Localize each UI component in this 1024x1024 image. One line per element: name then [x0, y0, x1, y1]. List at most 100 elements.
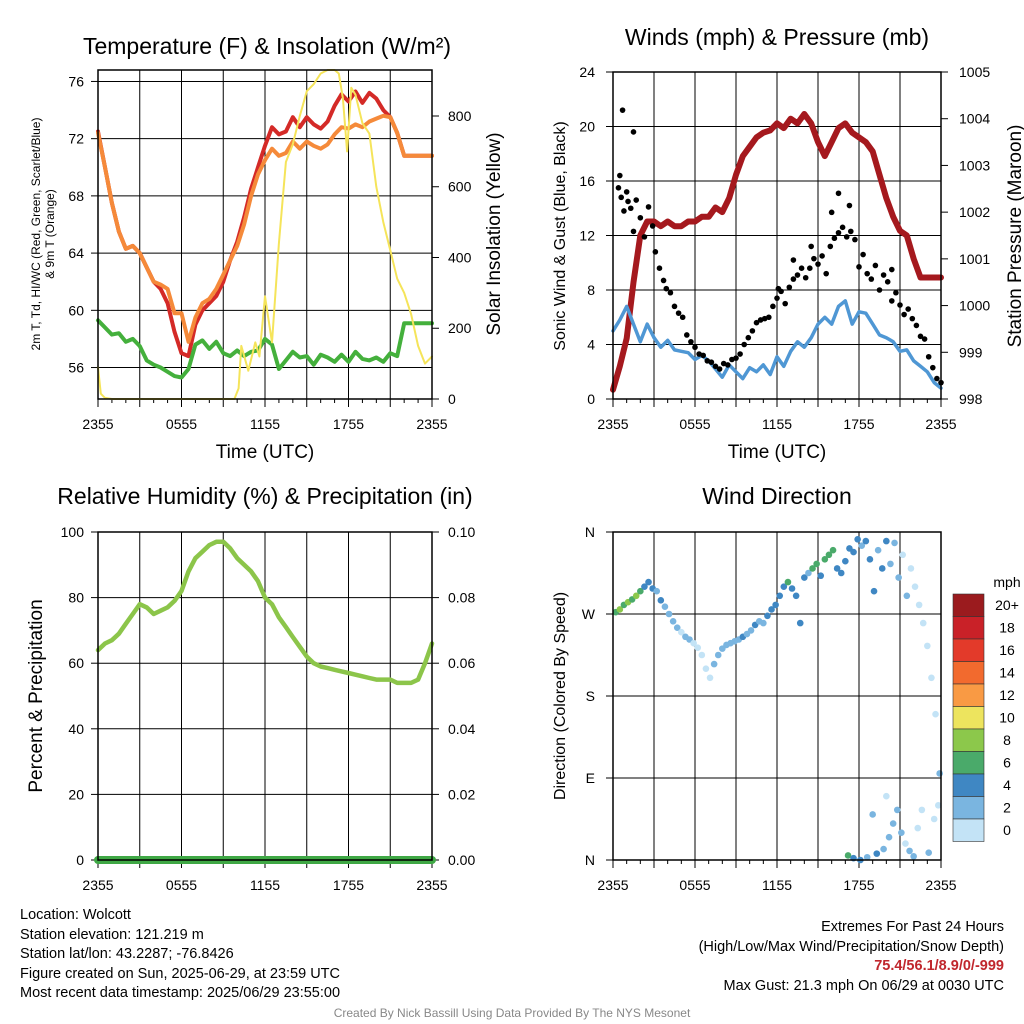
x-tick-label: 2355 [82, 877, 113, 893]
y-tick-label: 76 [68, 73, 84, 89]
gust-point [656, 265, 663, 272]
chart-title: Relative Humidity (%) & Precipitation (i… [57, 483, 472, 509]
y-tick-label: 4 [587, 337, 595, 353]
y-tick-label: 0 [587, 391, 595, 407]
created-text: Figure created on Sun, 2025-06-29, at 23… [20, 965, 340, 982]
legend-swatch [952, 796, 985, 820]
gust-point [749, 328, 756, 334]
legend-label: 16 [999, 642, 1015, 658]
legend-swatch [952, 751, 985, 775]
y-tick-label: 40 [68, 721, 84, 737]
direction-point [776, 592, 784, 600]
y-tick-label: 60 [68, 655, 84, 671]
direction-point [906, 847, 913, 855]
gust-point [930, 364, 936, 371]
direction-point [694, 644, 702, 652]
x-tick-label: 0555 [679, 877, 710, 893]
y2-tick-label: 0.00 [448, 852, 475, 868]
legend-swatch [952, 616, 985, 640]
gust-point [872, 262, 879, 269]
gust-point [868, 276, 875, 282]
recent-text: Most recent data timestamp: 2025/06/29 2… [20, 985, 341, 1001]
direction-point [930, 815, 938, 823]
direction-point [641, 583, 648, 590]
legend-label: 10 [999, 710, 1015, 726]
rh-panel: 2355 0555 1155 1755 2355 0 0.00 20 0.02 40 0.04 60 0… [26, 483, 475, 893]
gust-point [884, 279, 891, 285]
gust-point [708, 359, 715, 366]
direction-point [919, 619, 927, 627]
gust-point [893, 289, 899, 296]
legend-swatch [952, 638, 985, 662]
gust-point [712, 363, 719, 370]
x-tick-label: 2355 [416, 877, 447, 893]
gust-point [692, 344, 698, 351]
gust-point [770, 303, 776, 310]
y-tick-label: 12 [579, 228, 595, 244]
gust-point [733, 355, 739, 361]
legend-label: 12 [999, 687, 1015, 703]
direction-point [874, 546, 882, 554]
direction-point [907, 565, 915, 572]
gust-point [790, 276, 797, 282]
direction-point [764, 612, 771, 620]
x-tick-label: 0555 [679, 416, 710, 432]
legend-label: 2 [1003, 800, 1011, 816]
gust-point [852, 236, 858, 243]
direction-point [889, 820, 897, 827]
direction-point [821, 556, 829, 563]
direction-point [690, 639, 697, 647]
series-green-line [96, 318, 434, 380]
gust-point [745, 334, 752, 341]
gust-point [876, 287, 883, 293]
gust-point [630, 228, 637, 235]
direction-point [772, 601, 779, 609]
direction-point [932, 710, 939, 718]
direction-point [936, 770, 943, 777]
gust-point [737, 351, 743, 357]
direction-point [714, 651, 722, 659]
direction-point [710, 660, 718, 668]
series-orange-line [96, 113, 434, 344]
gust-point [667, 289, 674, 296]
x-tick-label: 2355 [597, 877, 628, 893]
direction-point [653, 587, 661, 595]
gust-point [645, 204, 652, 210]
y-axis-label: & 9m T (Orange) [43, 189, 57, 279]
gust-point [725, 362, 731, 368]
y-tick-label: 100 [61, 524, 85, 540]
gust-point [901, 311, 907, 318]
y2-tick-label: 0 [448, 391, 456, 407]
gust-point [637, 214, 644, 221]
temp-panel: 2355 0555 1155 1755 2355 56 60 64 68 72 76 0 200 400 6… [29, 33, 505, 463]
y2-tick-label: 200 [448, 320, 472, 336]
max-gust-text: Max Gust: 21.3 mph On 06/29 at 0030 UTC [723, 977, 1004, 994]
y2-tick-label: 800 [448, 108, 472, 124]
x-tick-label: 2355 [597, 416, 628, 432]
direction-point [880, 845, 887, 853]
direction-point [792, 592, 800, 600]
gust-point [617, 172, 623, 179]
direction-point [918, 806, 926, 814]
direction-point [813, 560, 820, 568]
gust-point [835, 190, 842, 197]
gust-point [652, 249, 659, 255]
direction-point [869, 811, 876, 818]
gust-point [815, 261, 821, 267]
gust-point [790, 257, 797, 263]
direction-point [665, 610, 673, 618]
y-tick-label: 16 [579, 173, 595, 189]
gust-point [641, 234, 648, 240]
gust-point [663, 285, 670, 292]
direction-point [898, 829, 905, 836]
x-tick-label: 2355 [925, 416, 956, 432]
y-tick-label: 20 [68, 786, 84, 802]
y-axis-label: Direction (Colored By Speed) [552, 592, 569, 800]
gust-point [660, 277, 667, 284]
direction-point [891, 539, 898, 547]
direction-point [885, 833, 893, 841]
direction-point [863, 853, 871, 861]
gust-point [775, 285, 782, 292]
direction-point [796, 619, 804, 627]
